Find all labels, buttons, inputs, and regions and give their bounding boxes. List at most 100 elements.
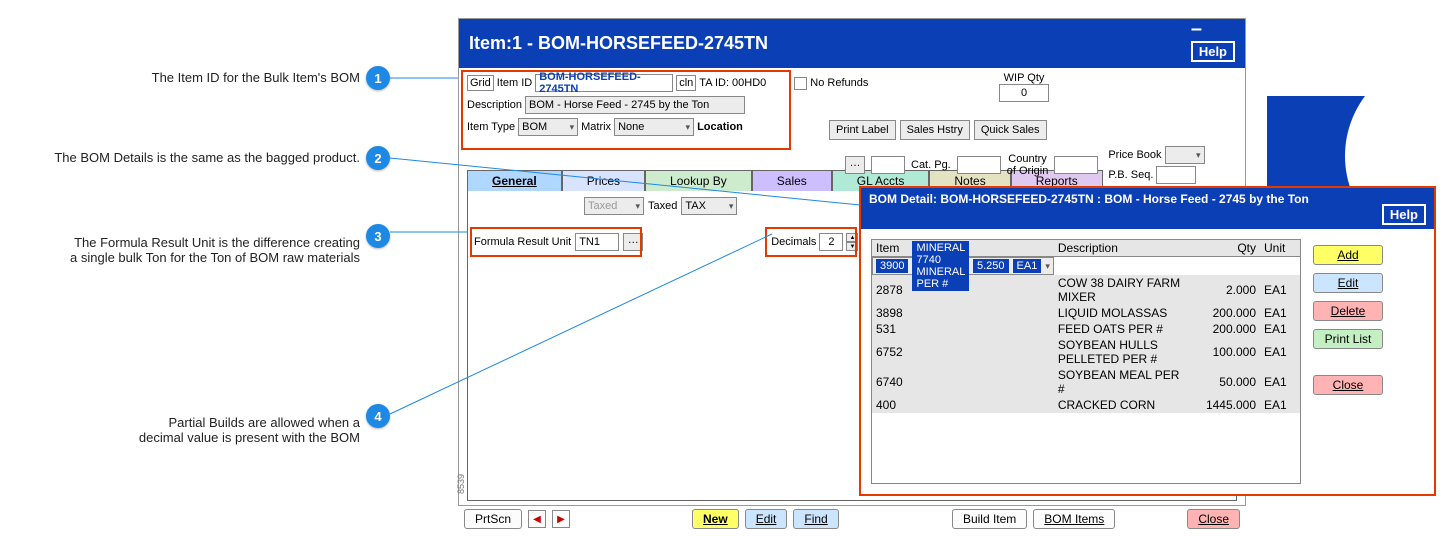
window-title: Item:1 - BOM-HORSEFEED-2745TN (469, 33, 768, 54)
bom-table: Item Description Qty Unit 3900MINERAL 77… (871, 239, 1301, 484)
titlebar: Item:1 - BOM-HORSEFEED-2745TN – Help (459, 19, 1245, 68)
table-row[interactable]: 400CRACKED CORN1445.000EA1 (872, 397, 1300, 413)
cell-qty: 100.000 (1188, 337, 1260, 367)
taid-label: TA ID: (699, 77, 729, 89)
cell-item: 400 (872, 397, 1054, 413)
grid-button[interactable]: Grid (467, 75, 494, 91)
catpg-label: Cat. Pg. (911, 159, 951, 171)
matrix-label: Matrix (581, 121, 611, 133)
cell-item: 6740 (872, 367, 1054, 397)
cell-item: 531 (872, 321, 1054, 337)
tax-select[interactable]: TAX (681, 197, 737, 215)
callout-2: The BOM Details is the same as the bagge… (0, 150, 360, 165)
itemtype-select[interactable]: BOM (518, 118, 578, 136)
spinner-up-icon[interactable]: ▲ (846, 233, 858, 242)
new-button[interactable]: New (692, 509, 739, 529)
field-blank-1[interactable] (871, 156, 905, 174)
table-row[interactable]: 6752SOYBEAN HULLS PELLETED PER #100.000E… (872, 337, 1300, 367)
table-row[interactable]: 3900MINERAL 7740 MINERAL PER #5.250EA1 (872, 257, 1054, 275)
cell-desc: CRACKED CORN (1054, 397, 1188, 413)
cell-unit: EA1 (1013, 259, 1042, 273)
bom-delete-button[interactable]: Delete (1313, 301, 1383, 321)
tab-general[interactable]: General (467, 170, 562, 191)
itemid-field[interactable]: BOM-HORSEFEED-2745TN (535, 74, 673, 92)
desc-field[interactable]: BOM - Horse Feed - 2745 by the Ton (525, 96, 745, 114)
pricebook-select[interactable] (1165, 146, 1205, 164)
find-button[interactable]: Find (793, 509, 838, 529)
wip-label: WIP Qty (999, 72, 1049, 84)
bom-close-button[interactable]: Close (1313, 375, 1383, 395)
cell-desc: FEED OATS PER # (1054, 321, 1188, 337)
prtscn-button[interactable]: PrtScn (464, 509, 522, 529)
taid-value: 00HD0 (732, 77, 766, 89)
pricebook-label: Price Book (1108, 149, 1161, 161)
build-item-button[interactable]: Build Item (952, 509, 1027, 529)
cln-button[interactable]: cln (676, 75, 696, 91)
tab-lookup[interactable]: Lookup By (645, 170, 752, 191)
pbseq-field[interactable] (1156, 166, 1196, 184)
col-desc[interactable]: Description (1054, 240, 1188, 257)
callout-1-text: The Item ID for the Bulk Item's BOM (152, 70, 360, 85)
prev-record-button[interactable]: ◀ (528, 510, 546, 528)
table-row[interactable]: 6740SOYBEAN MEAL PER #50.000EA1 (872, 367, 1300, 397)
decimals-spinner[interactable]: ▲ ▼ (846, 233, 858, 251)
close-button[interactable]: Close (1187, 509, 1240, 529)
cell-unit: EA1 (1260, 321, 1300, 337)
edit-button[interactable]: Edit (745, 509, 788, 529)
cell-qty: 50.000 (1188, 367, 1260, 397)
cell-desc: COW 38 DAIRY FARM MIXER (1054, 275, 1188, 305)
bom-printlist-button[interactable]: Print List (1313, 329, 1383, 349)
itemtype-label: Item Type (467, 121, 515, 133)
cell-unit: EA1 (1260, 397, 1300, 413)
col-qty[interactable]: Qty (1188, 240, 1260, 257)
norefunds-checkbox[interactable] (794, 77, 807, 90)
location-label: Location (697, 121, 743, 133)
decimals-label: Decimals (771, 236, 816, 248)
print-label-button[interactable]: Print Label (829, 120, 896, 140)
norefunds-label: No Refunds (810, 77, 868, 89)
side-number: 8539 (456, 474, 466, 494)
taxed-label: Taxed (648, 200, 677, 212)
matrix-select[interactable]: None (614, 118, 694, 136)
minimize-icon[interactable]: – (1191, 25, 1202, 33)
pbseq-label: P.B. Seq. (1108, 169, 1153, 181)
table-row[interactable]: 531FEED OATS PER #200.000EA1 (872, 321, 1300, 337)
bom-edit-button[interactable]: Edit (1313, 273, 1383, 293)
wip-value[interactable]: 0 (999, 84, 1049, 102)
callout-4: Partial Builds are allowed when a decima… (0, 400, 360, 460)
quick-sales-button[interactable]: Quick Sales (974, 120, 1047, 140)
cell-qty: 200.000 (1188, 321, 1260, 337)
catpg-field[interactable] (957, 156, 1001, 174)
callout-4-text: Partial Builds are allowed when a decima… (139, 415, 360, 445)
wip-group: WIP Qty 0 (999, 72, 1049, 102)
table-row[interactable]: 3898LIQUID MOLASSAS200.000EA1 (872, 305, 1300, 321)
bom-detail-window: BOM Detail: BOM-HORSEFEED-2745TN : BOM -… (859, 186, 1436, 496)
next-record-button[interactable]: ▶ (552, 510, 570, 528)
cell-item: 3900 (876, 259, 908, 273)
sales-history-button[interactable]: Sales Hstry (900, 120, 970, 140)
decimals-field[interactable]: 2 (819, 233, 843, 251)
country-field[interactable] (1054, 156, 1098, 174)
formula-field[interactable]: TN1 (575, 233, 619, 251)
callout-2-marker: 2 (366, 146, 390, 170)
callout-3: The Formula Result Unit is the differenc… (0, 220, 360, 280)
cell-qty: 200.000 (1188, 305, 1260, 321)
cell-item: 3898 (872, 305, 1054, 321)
help-button[interactable]: Help (1191, 41, 1235, 62)
taxed-select-1[interactable]: Taxed (584, 197, 644, 215)
footer: PrtScn ◀ ▶ New Edit Find Build Item BOM … (458, 507, 1246, 531)
formula-dots[interactable]: … (623, 233, 643, 251)
cell-qty: 2.000 (1188, 275, 1260, 305)
dots-button-1[interactable]: … (845, 156, 865, 174)
col-unit[interactable]: Unit (1260, 240, 1300, 257)
bom-items-button[interactable]: BOM Items (1033, 509, 1115, 529)
callout-1: The Item ID for the Bulk Item's BOM 1 (0, 70, 360, 85)
bom-title-text: BOM Detail: BOM-HORSEFEED-2745TN : BOM -… (869, 192, 1309, 206)
spinner-down-icon[interactable]: ▼ (846, 242, 858, 251)
itemid-label: Item ID (497, 77, 532, 89)
country-label: Country of Origin (1007, 153, 1049, 177)
tab-prices[interactable]: Prices (562, 170, 645, 191)
bom-help-button[interactable]: Help (1382, 204, 1426, 225)
bom-add-button[interactable]: Add (1313, 245, 1383, 265)
bom-buttons: Add Edit Delete Print List Close (1313, 239, 1383, 484)
